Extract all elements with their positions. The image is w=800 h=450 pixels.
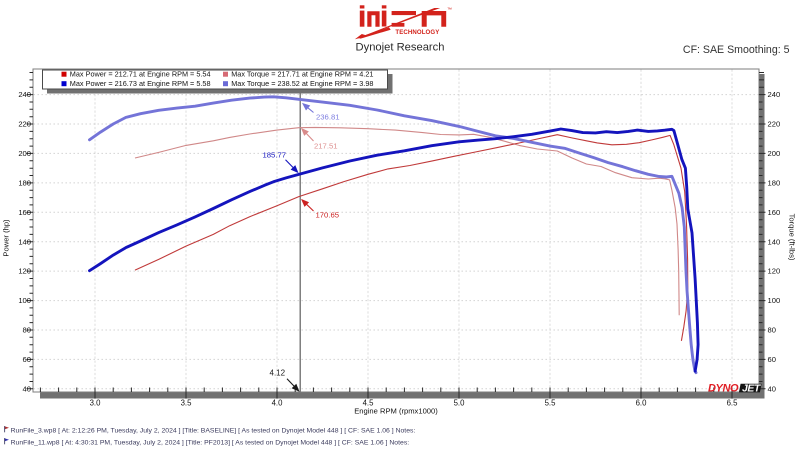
svg-text:100: 100 xyxy=(18,296,31,305)
svg-text:170.65: 170.65 xyxy=(316,211,340,220)
svg-text:120: 120 xyxy=(768,267,781,276)
svg-text:220: 220 xyxy=(18,120,31,129)
svg-text:DYNO: DYNO xyxy=(708,383,739,395)
svg-text:180: 180 xyxy=(768,179,781,188)
svg-text:40: 40 xyxy=(23,384,31,393)
svg-text:4.5: 4.5 xyxy=(363,398,375,407)
svg-text:Max Power = 216.73 at Engine R: Max Power = 216.73 at Engine RPM = 5.58 xyxy=(70,79,211,88)
svg-text:Power (hp): Power (hp) xyxy=(2,219,11,257)
svg-text:5.5: 5.5 xyxy=(545,398,557,407)
svg-text:160: 160 xyxy=(18,208,31,217)
svg-text:6.0: 6.0 xyxy=(636,398,648,407)
svg-text:160: 160 xyxy=(768,208,781,217)
svg-text:3.5: 3.5 xyxy=(181,398,193,407)
svg-text:80: 80 xyxy=(768,326,776,335)
svg-text:4.12: 4.12 xyxy=(270,368,286,377)
svg-text:140: 140 xyxy=(768,237,781,246)
svg-text:3.0: 3.0 xyxy=(90,398,102,407)
svg-text:60: 60 xyxy=(768,355,776,364)
svg-text:Dynojet Research: Dynojet Research xyxy=(356,41,445,53)
svg-text:120: 120 xyxy=(18,267,31,276)
svg-text:Engine RPM (rpmx1000): Engine RPM (rpmx1000) xyxy=(354,407,438,416)
svg-text:140: 140 xyxy=(18,237,31,246)
svg-text:217.51: 217.51 xyxy=(314,141,338,150)
svg-text:TECHNOLOGY: TECHNOLOGY xyxy=(395,29,439,36)
svg-text:220: 220 xyxy=(768,120,781,129)
svg-text:200: 200 xyxy=(768,149,781,158)
svg-text:RunFile_11.wp8 [ At: 4:30:31 P: RunFile_11.wp8 [ At: 4:30:31 PM, Tuesday… xyxy=(11,439,410,446)
svg-text:40: 40 xyxy=(768,384,776,393)
svg-text:CF: SAE Smoothing: 5: CF: SAE Smoothing: 5 xyxy=(683,44,790,56)
svg-text:Max Torque = 217.71 at Engine: Max Torque = 217.71 at Engine RPM = 4.21 xyxy=(231,70,373,79)
svg-text:200: 200 xyxy=(18,149,31,158)
svg-text:236.81: 236.81 xyxy=(316,113,340,122)
svg-text:JET: JET xyxy=(742,383,762,394)
svg-text:Max Torque = 238.52 at Engine: Max Torque = 238.52 at Engine RPM = 3.98 xyxy=(231,79,373,88)
svg-text:6.5: 6.5 xyxy=(727,398,739,407)
svg-text:4.0: 4.0 xyxy=(272,398,284,407)
svg-text:240: 240 xyxy=(18,90,31,99)
svg-text:RunFile_3.wp8 [ At: 2:12:26 PM: RunFile_3.wp8 [ At: 2:12:26 PM, Tuesday,… xyxy=(11,427,416,434)
svg-text:5.0: 5.0 xyxy=(454,398,466,407)
svg-text:80: 80 xyxy=(23,326,31,335)
svg-text:Max Power = 212.71 at Engine R: Max Power = 212.71 at Engine RPM = 5.54 xyxy=(70,70,211,79)
svg-text:180: 180 xyxy=(18,179,31,188)
svg-text:185.77: 185.77 xyxy=(263,150,287,159)
svg-text:Torque (ft-lbs): Torque (ft-lbs) xyxy=(788,214,797,261)
svg-text:100: 100 xyxy=(768,296,781,305)
svg-text:240: 240 xyxy=(768,90,781,99)
svg-text:™: ™ xyxy=(447,7,452,13)
svg-text:60: 60 xyxy=(23,355,31,364)
